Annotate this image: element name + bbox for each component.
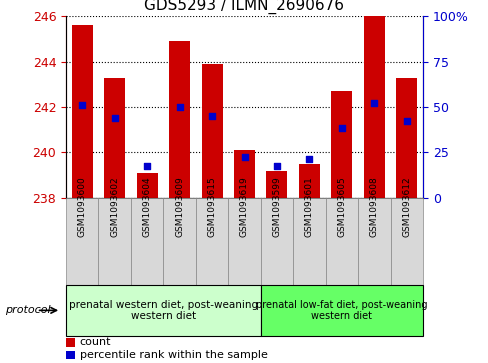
Point: [402, 118, 410, 124]
Text: prenatal western diet, post-weaning
western diet: prenatal western diet, post-weaning west…: [69, 299, 257, 321]
Text: GSM1093600: GSM1093600: [78, 176, 86, 237]
Text: GSM1093612: GSM1093612: [402, 176, 410, 237]
Bar: [201, 64, 222, 198]
Text: GSM1093608: GSM1093608: [369, 176, 378, 237]
Text: prenatal low-fat diet, post-weaning
western diet: prenatal low-fat diet, post-weaning west…: [256, 299, 427, 321]
Bar: [233, 150, 255, 198]
Text: GSM1093601: GSM1093601: [305, 176, 313, 237]
Text: GSM1093615: GSM1093615: [207, 176, 216, 237]
Bar: [298, 164, 319, 198]
Point: [240, 154, 248, 160]
Point: [78, 102, 86, 108]
Text: GSM1093619: GSM1093619: [240, 176, 248, 237]
Text: GSM1093604: GSM1093604: [142, 176, 151, 237]
Bar: [363, 16, 384, 198]
Point: [305, 156, 313, 162]
Point: [208, 113, 216, 119]
Bar: [331, 91, 352, 198]
Text: GSM1093602: GSM1093602: [110, 176, 119, 237]
Title: GDS5293 / ILMN_2690676: GDS5293 / ILMN_2690676: [144, 0, 344, 13]
Bar: [266, 171, 287, 198]
Text: GSM1093605: GSM1093605: [337, 176, 346, 237]
Bar: [136, 173, 157, 198]
Text: GSM1093599: GSM1093599: [272, 176, 281, 237]
Bar: [395, 78, 416, 198]
Text: GSM1093609: GSM1093609: [175, 176, 183, 237]
Bar: [72, 25, 93, 198]
Bar: [169, 41, 190, 198]
Text: count: count: [80, 337, 111, 347]
Text: percentile rank within the sample: percentile rank within the sample: [80, 350, 267, 360]
Point: [175, 104, 183, 110]
Point: [143, 163, 151, 169]
Bar: [104, 78, 125, 198]
Point: [111, 115, 119, 121]
Point: [337, 125, 345, 130]
Point: [272, 163, 280, 169]
Text: protocol: protocol: [5, 305, 50, 315]
Point: [369, 100, 377, 106]
